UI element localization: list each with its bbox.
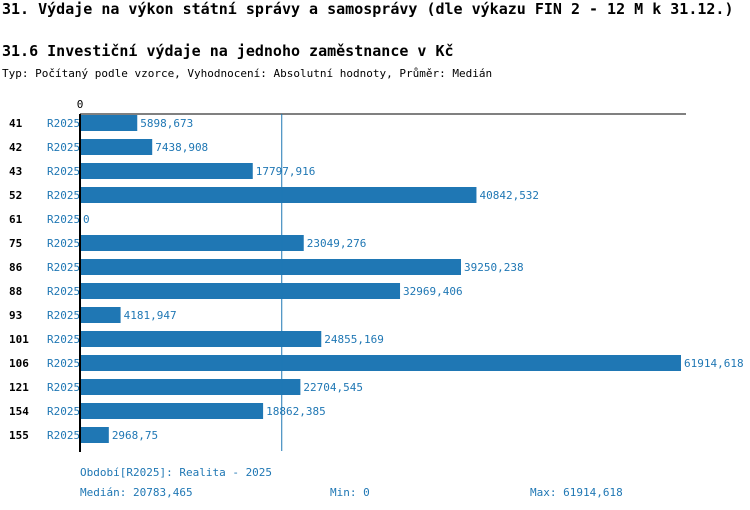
footer-median: Medián: 20783,465 bbox=[80, 486, 193, 499]
chart-title: 31.6 Investiční výdaje na jednoho zaměst… bbox=[2, 42, 454, 60]
bar-value-label: 61914,618 bbox=[684, 357, 744, 370]
category-label: 154 bbox=[9, 405, 29, 418]
series-label: R2025 bbox=[47, 357, 80, 370]
category-label: 75 bbox=[9, 237, 22, 250]
bar-value-label: 2968,75 bbox=[112, 429, 158, 442]
page-title: 31. Výdaje na výkon státní správy a samo… bbox=[2, 0, 734, 18]
series-label: R2025 bbox=[47, 285, 80, 298]
bar bbox=[80, 259, 461, 275]
x-tick-label: 0 bbox=[77, 98, 84, 111]
category-label: 42 bbox=[9, 141, 22, 154]
bar bbox=[80, 283, 401, 299]
bar-value-label: 23049,276 bbox=[307, 237, 367, 250]
category-label: 155 bbox=[9, 429, 29, 442]
series-label: R2025 bbox=[47, 405, 80, 418]
series-label: R2025 bbox=[47, 237, 80, 250]
series-label: R2025 bbox=[47, 189, 80, 202]
category-label: 93 bbox=[9, 309, 22, 322]
bar-value-label: 7438,908 bbox=[155, 141, 208, 154]
bar-value-label: 32969,406 bbox=[403, 285, 463, 298]
bar bbox=[80, 331, 322, 347]
bar bbox=[80, 115, 138, 131]
series-label: R2025 bbox=[47, 117, 80, 130]
footer-period: Období[R2025]: Realita - 2025 bbox=[80, 466, 273, 479]
footer-max: Max: 61914,618 bbox=[530, 486, 623, 499]
bar bbox=[80, 187, 477, 203]
bar bbox=[80, 403, 264, 419]
category-label: 43 bbox=[9, 165, 22, 178]
bar bbox=[80, 307, 121, 323]
category-label: 121 bbox=[9, 381, 29, 394]
bar-value-label: 18862,385 bbox=[266, 405, 326, 418]
bar-value-label: 39250,238 bbox=[464, 261, 524, 274]
bar-value-label: 4181,947 bbox=[124, 309, 177, 322]
bar-value-label: 17797,916 bbox=[256, 165, 316, 178]
series-label: R2025 bbox=[47, 333, 80, 346]
bar-value-label: 24855,169 bbox=[324, 333, 384, 346]
footer-min: Min: 0 bbox=[330, 486, 370, 499]
bar bbox=[80, 163, 253, 179]
bar-value-label: 22704,545 bbox=[303, 381, 363, 394]
category-label: 52 bbox=[9, 189, 22, 202]
series-label: R2025 bbox=[47, 213, 80, 226]
series-label: R2025 bbox=[47, 261, 80, 274]
bar bbox=[80, 355, 681, 371]
bar bbox=[80, 427, 109, 443]
category-label: 101 bbox=[9, 333, 29, 346]
bar-value-label: 0 bbox=[83, 213, 90, 226]
series-label: R2025 bbox=[47, 309, 80, 322]
category-label: 88 bbox=[9, 285, 22, 298]
category-label: 61 bbox=[9, 213, 23, 226]
category-label: 41 bbox=[9, 117, 23, 130]
category-label: 86 bbox=[9, 261, 23, 274]
bar bbox=[80, 379, 301, 395]
series-label: R2025 bbox=[47, 141, 80, 154]
series-label: R2025 bbox=[47, 429, 80, 442]
bar-value-label: 5898,673 bbox=[140, 117, 193, 130]
bar bbox=[80, 235, 304, 251]
chart-type-line: Typ: Počítaný podle vzorce, Vyhodnocení:… bbox=[2, 67, 493, 80]
category-label: 106 bbox=[9, 357, 29, 370]
bar bbox=[80, 139, 153, 155]
series-label: R2025 bbox=[47, 381, 80, 394]
series-label: R2025 bbox=[47, 165, 80, 178]
bar-value-label: 40842,532 bbox=[479, 189, 539, 202]
